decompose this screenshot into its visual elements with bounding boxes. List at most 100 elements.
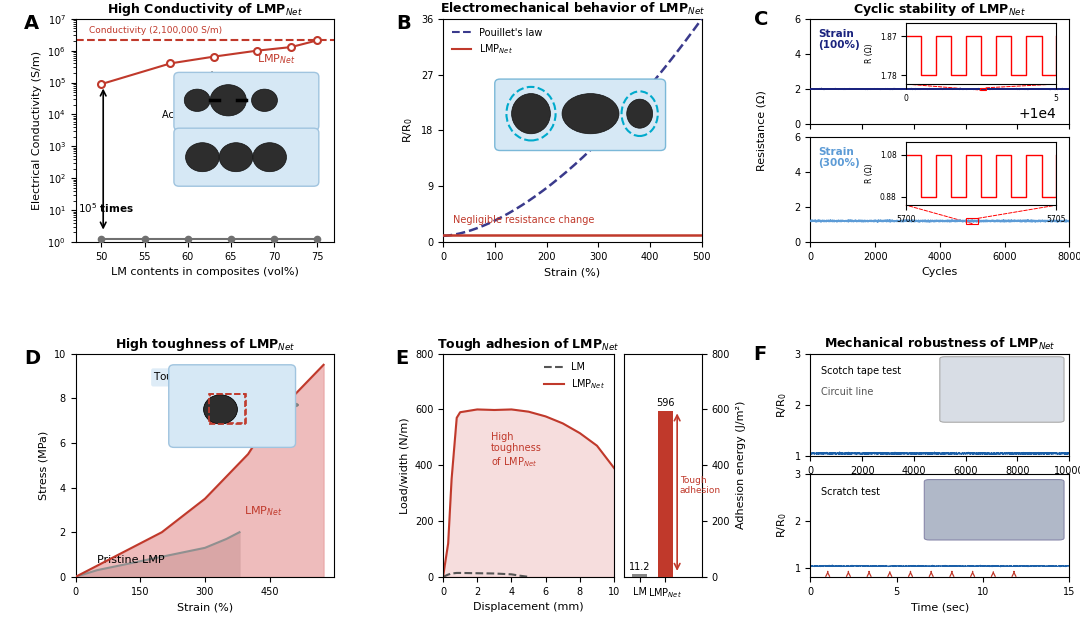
LMP$_{Net}$ [454,408,467,416]
LM [442,571,455,578]
Title: Electromechanical behavior of LMP$_{Net}$: Electromechanical behavior of LMP$_{Net}… [440,1,705,18]
LMP$_{Net}$ [450,414,463,421]
Circle shape [185,89,211,112]
Text: Scratch test: Scratch test [821,487,880,497]
Y-axis label: R/R$_0$: R/R$_0$ [775,513,788,539]
Legend: Pouillet's law, LMP$_{Net}$: Pouillet's law, LMP$_{Net}$ [448,24,546,60]
Text: Scratch: Scratch [940,487,976,497]
Text: $10^5$ times: $10^5$ times [78,201,134,215]
LMP$_{Net}$ [608,464,621,472]
FancyBboxPatch shape [174,72,319,130]
Text: Resistance (Ω): Resistance (Ω) [757,90,767,171]
Y-axis label: Load/width (N/m): Load/width (N/m) [400,417,409,514]
LMP$_{Net}$ [488,406,501,414]
Text: Conductivity (2,100,000 S/m): Conductivity (2,100,000 S/m) [89,26,221,35]
Title: Cyclic stability of LMP$_{Net}$: Cyclic stability of LMP$_{Net}$ [853,1,1026,18]
FancyBboxPatch shape [924,480,1064,540]
Text: Negligible resistance change: Negligible resistance change [454,216,595,226]
Text: Tough
adhesion: Tough adhesion [679,476,720,495]
Line: LM: LM [443,573,528,577]
LM [436,573,449,581]
LMP$_{Net}$ [505,406,518,413]
FancyBboxPatch shape [174,128,319,186]
Circle shape [253,143,286,172]
LMP$_{Net}$ [539,413,552,420]
Text: High
toughness
of LMP$_{Net}$: High toughness of LMP$_{Net}$ [491,431,542,469]
Text: Acoustic field: Acoustic field [162,72,227,120]
Text: LMP: LMP [205,123,226,133]
X-axis label: Strain (%): Strain (%) [544,267,600,277]
LM [513,572,526,579]
Text: 596: 596 [657,398,675,408]
Bar [633,574,647,577]
LMP$_{Net}$ [522,408,535,416]
Title: High toughness of LMP$_{Net}$: High toughness of LMP$_{Net}$ [114,336,295,353]
FancyBboxPatch shape [495,79,665,150]
LM [471,569,484,577]
LMP$_{Net}$ [573,429,586,437]
Text: Circuit line: Circuit line [953,406,994,415]
LM [454,569,467,577]
Line: LMP$_{Net}$: LMP$_{Net}$ [443,409,615,577]
Circle shape [186,143,219,172]
Text: LMP$_{Net}$: LMP$_{Net}$ [257,52,295,66]
Circle shape [204,395,238,424]
Title: Mechanical robustness of LMP$_{Net}$: Mechanical robustness of LMP$_{Net}$ [824,336,1055,352]
FancyBboxPatch shape [940,357,1064,422]
Ellipse shape [626,99,652,128]
Text: C: C [754,11,768,29]
Text: A: A [24,14,39,33]
Text: Strain
(300%): Strain (300%) [819,147,860,168]
Legend: LM, LMP$_{Net}$: LM, LMP$_{Net}$ [540,359,609,395]
LM [450,569,463,577]
Text: E: E [395,349,408,368]
Text: 11.2: 11.2 [629,562,650,572]
Text: Non-Strained
LMP$_{nano}$: Non-Strained LMP$_{nano}$ [598,126,658,150]
LM [522,573,535,581]
FancyBboxPatch shape [168,365,296,448]
LMP$_{Net}$ [471,406,484,413]
Y-axis label: Electrical Conductivity (S/m): Electrical Conductivity (S/m) [31,51,42,210]
LMP$_{Net}$ [442,540,455,547]
Title: High Conductivity of LMP$_{Net}$: High Conductivity of LMP$_{Net}$ [107,1,302,18]
Title: Tough adhesion of LMP$_{Net}$: Tough adhesion of LMP$_{Net}$ [437,336,620,353]
Bar [659,411,673,577]
LMP$_{Net}$ [436,573,449,581]
LMP$_{Net}$ [591,442,604,450]
Text: Pristine LMP: Pristine LMP [97,556,165,566]
Circle shape [252,89,278,112]
X-axis label: Cycles: Cycles [921,482,958,492]
X-axis label: Strain (%): Strain (%) [177,602,233,612]
Y-axis label: Stress (MPa): Stress (MPa) [38,431,49,500]
LM [488,570,501,577]
Text: Strained LMP: Strained LMP [502,139,562,148]
Ellipse shape [512,93,551,134]
Circle shape [211,85,246,116]
LM [445,570,458,577]
LMP$_{Net}$ [556,419,569,427]
LMP$_{Net}$ [445,475,458,483]
Y-axis label: R/R$_0$: R/R$_0$ [775,392,788,418]
Text: D: D [24,349,40,368]
Text: F: F [754,345,767,364]
Ellipse shape [562,93,619,134]
Y-axis label: Adhesion energy (J/m²): Adhesion energy (J/m²) [735,401,745,529]
Circle shape [219,143,253,172]
Text: Stretched: Stretched [513,82,571,92]
Bar [980,88,986,90]
X-axis label: Time (sec): Time (sec) [910,602,969,612]
X-axis label: LM contents in composites (vol%): LM contents in composites (vol%) [111,267,299,277]
Circle shape [204,395,238,424]
Text: Strain
(100%): Strain (100%) [819,29,860,50]
Text: B: B [396,14,411,33]
X-axis label: Displacement (mm): Displacement (mm) [473,602,584,612]
Text: LMP$_{Net}$: LMP$_{Net}$ [244,504,282,518]
Bar [967,218,978,224]
X-axis label: Cycles: Cycles [921,267,958,277]
Text: tape: tape [953,360,973,369]
LM [505,571,518,578]
Y-axis label: R/R$_0$: R/R$_0$ [402,118,415,143]
Text: Toughened by LMP$_{nano}$: Toughened by LMP$_{nano}$ [153,371,272,384]
Text: Circuit line: Circuit line [821,387,873,397]
Text: Scotch tape test: Scotch tape test [821,366,901,376]
